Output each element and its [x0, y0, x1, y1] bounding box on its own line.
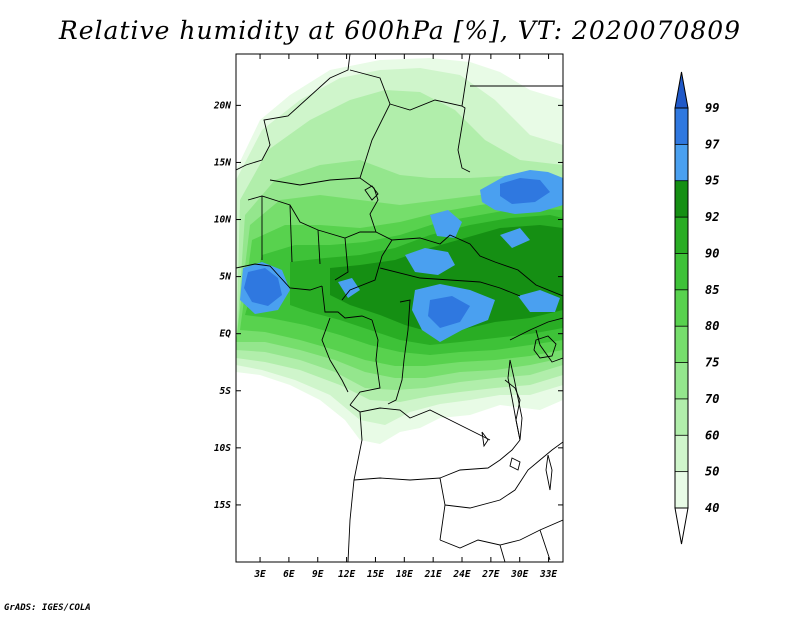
colorbar-swatch — [675, 471, 688, 508]
colorbar-label: 60 — [705, 428, 719, 442]
country-borders — [236, 54, 563, 562]
colorbar-swatch — [675, 180, 688, 218]
lat-tick-label: 5N — [220, 272, 232, 283]
lon-tick-label: 18E — [396, 569, 413, 580]
colorbar-label: 92 — [705, 210, 719, 224]
lake-chad — [364, 185, 379, 201]
colorbar-label: 90 — [705, 246, 719, 260]
colorbar-swatch — [675, 253, 688, 290]
humidity-band-97 — [500, 178, 550, 204]
colorbar-label: 97 — [705, 137, 720, 151]
lon-tick-label: 21E — [424, 569, 442, 580]
colorbar-label: 99 — [705, 101, 719, 115]
colorbar-label: 40 — [705, 501, 719, 515]
colorbar-swatch — [675, 144, 688, 181]
lat-tick-label: 10S — [214, 443, 231, 454]
lat-tick-label: 15N — [214, 157, 231, 168]
lat-tick-label: 10N — [214, 215, 231, 226]
map-frame — [235, 53, 564, 563]
lon-tick-label: 6E — [283, 569, 295, 580]
colorbar-label: 80 — [705, 319, 719, 333]
humidity-band-95 — [430, 210, 462, 238]
humidity-band-95 — [518, 290, 560, 312]
colorbar-label: 85 — [705, 283, 719, 297]
lon-tick-label: 33E — [539, 569, 557, 580]
colorbar-swatch — [675, 362, 688, 399]
lon-tick-label: 24E — [452, 569, 470, 580]
lon-tick-label: 15E — [367, 569, 384, 580]
colorbar-label: 50 — [705, 465, 719, 479]
map-title: Relative humidity at 600hPa [%], VT: 202… — [58, 16, 742, 45]
colorbar-swatch — [675, 108, 688, 145]
humidity-band-97 — [428, 296, 470, 328]
lake-tanganyika — [507, 359, 523, 441]
lake-malawi — [545, 454, 553, 491]
colorbar-swatch — [675, 398, 688, 436]
lakes — [364, 185, 557, 491]
lat-tick-label: 20N — [213, 100, 231, 111]
latitude-axis: 20N 15N 10N 5N EQ 5S 10S 15S — [213, 100, 563, 511]
lon-tick-label: 30E — [510, 569, 528, 580]
humidity-field — [236, 58, 563, 444]
lat-tick-label: EQ — [220, 329, 232, 340]
lon-tick-label: 3E — [253, 569, 266, 580]
humidity-band-95 — [405, 248, 455, 275]
colorbar-swatch — [675, 217, 688, 254]
lon-tick-label: 27E — [481, 569, 499, 580]
colorbar-swatch — [675, 326, 688, 363]
humidity-band-92 — [330, 225, 563, 332]
colorbar-label: 95 — [705, 174, 719, 188]
colorbar: 40 50 60 70 75 80 85 90 92 95 97 99 — [674, 71, 720, 545]
lon-tick-label: 9E — [312, 569, 324, 580]
colorbar-swatch — [675, 289, 688, 327]
grads-credit: GrADS: IGES/COLA — [4, 603, 91, 613]
colorbar-label: 70 — [705, 392, 719, 406]
lon-tick-label: 12E — [338, 569, 355, 580]
lake-victoria — [533, 335, 557, 359]
colorbar-label: 75 — [705, 356, 719, 370]
longitude-axis: 3E 6E 9E 12E 15E 18E 21E 24E 27E 30E 33E — [253, 54, 557, 580]
lat-tick-label: 5S — [220, 386, 232, 397]
lat-tick-label: 15S — [214, 500, 231, 511]
colorbar-lower-arrow — [674, 507, 689, 545]
colorbar-upper-arrow — [674, 71, 689, 109]
colorbar-swatch — [675, 435, 688, 472]
humidity-band-97 — [244, 268, 282, 306]
humidity-band-95 — [500, 228, 530, 248]
humidity-band-95 — [338, 278, 360, 298]
